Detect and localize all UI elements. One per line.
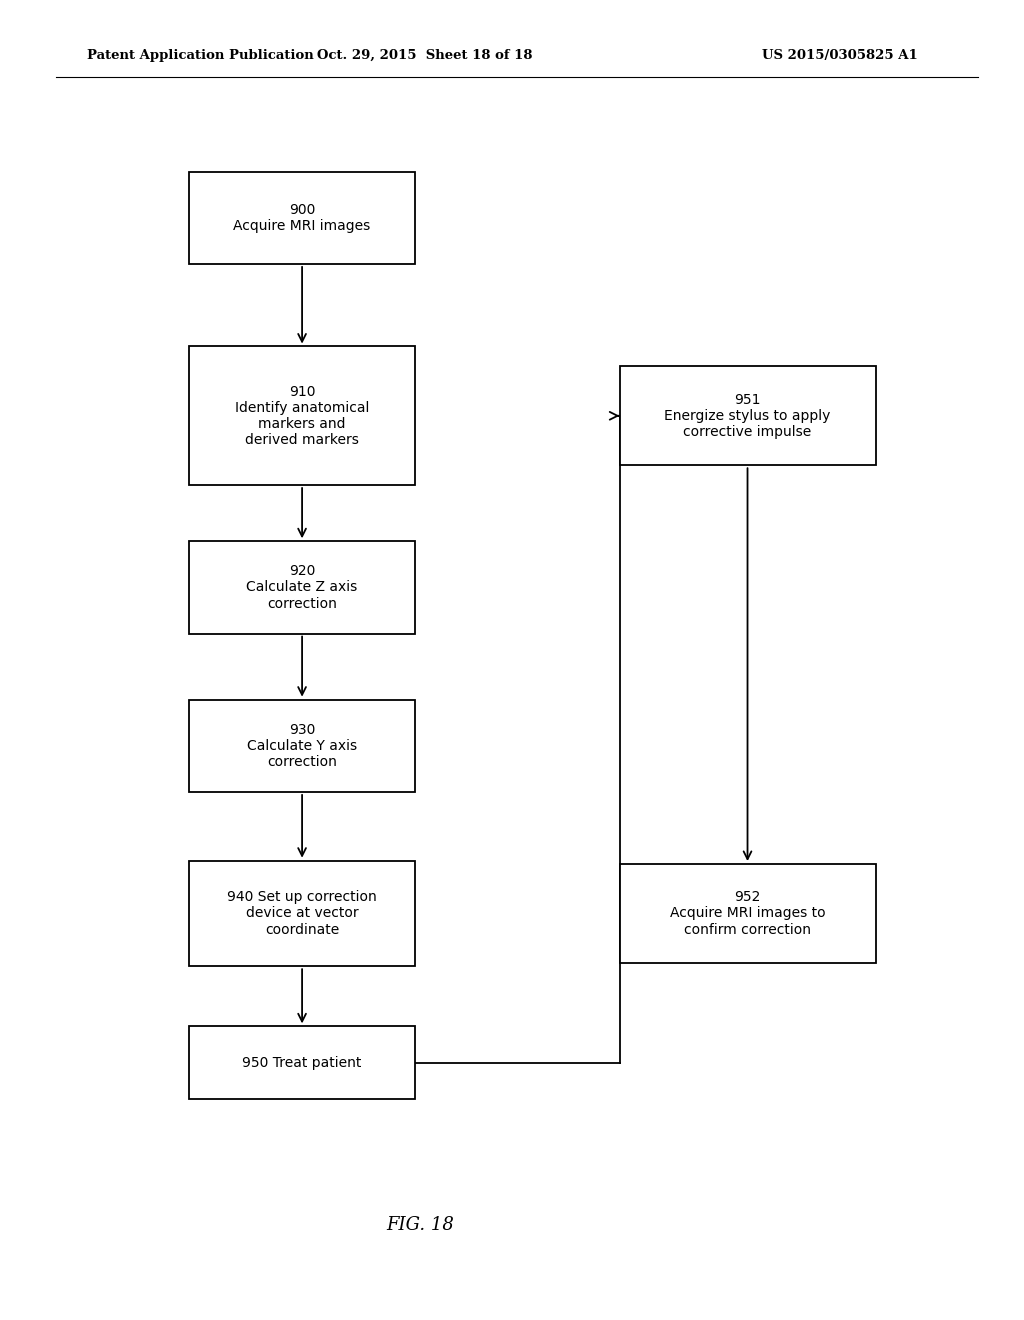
Bar [189, 700, 415, 792]
Text: 900
Acquire MRI images: 900 Acquire MRI images [233, 203, 371, 232]
Text: 930
Calculate Y axis
correction: 930 Calculate Y axis correction [247, 722, 357, 770]
Bar [620, 366, 876, 465]
Text: 920
Calculate Z axis
correction: 920 Calculate Z axis correction [247, 564, 357, 611]
Text: 940 Set up correction
device at vector
coordinate: 940 Set up correction device at vector c… [227, 890, 377, 937]
Bar [189, 1027, 415, 1098]
Text: US 2015/0305825 A1: US 2015/0305825 A1 [762, 49, 918, 62]
Text: FIG. 18: FIG. 18 [386, 1216, 454, 1234]
Text: 952
Acquire MRI images to
confirm correction: 952 Acquire MRI images to confirm correc… [670, 890, 825, 937]
Bar [189, 541, 415, 634]
Text: Oct. 29, 2015  Sheet 18 of 18: Oct. 29, 2015 Sheet 18 of 18 [317, 49, 532, 62]
Text: 910
Identify anatomical
markers and
derived markers: 910 Identify anatomical markers and deri… [234, 384, 370, 447]
Bar [189, 346, 415, 484]
Bar [620, 865, 876, 964]
Text: 950 Treat patient: 950 Treat patient [243, 1056, 361, 1069]
Text: 951
Energize stylus to apply
corrective impulse: 951 Energize stylus to apply corrective … [665, 392, 830, 440]
Text: Patent Application Publication: Patent Application Publication [87, 49, 313, 62]
Bar [189, 172, 415, 264]
Bar [189, 861, 415, 966]
